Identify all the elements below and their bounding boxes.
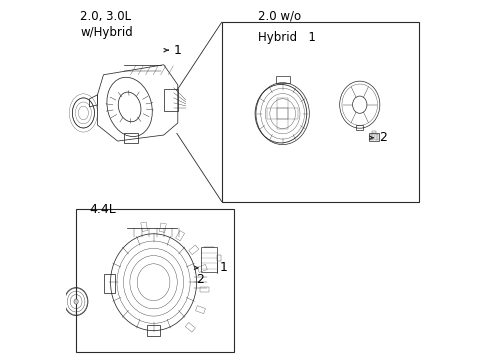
Bar (221, 22, 419, 202)
Text: 2: 2 (379, 131, 387, 144)
Bar (196, 306, 205, 314)
Text: 1: 1 (220, 261, 228, 274)
Bar (185, 323, 196, 332)
Bar (217, 255, 221, 261)
Bar (372, 131, 376, 134)
Bar (175, 231, 185, 241)
Bar (104, 274, 115, 293)
Text: 4.4L: 4.4L (89, 203, 116, 216)
Bar (159, 223, 166, 232)
Text: 1: 1 (173, 44, 181, 57)
Bar (201, 247, 217, 272)
Text: 2: 2 (196, 273, 204, 286)
Bar (277, 119, 288, 129)
Bar (189, 245, 199, 255)
Bar (276, 76, 290, 83)
Ellipse shape (74, 299, 78, 304)
Bar (369, 134, 379, 140)
Bar (370, 134, 371, 140)
Bar (356, 125, 363, 130)
Text: 2.0, 3.0L
w/Hybrid: 2.0, 3.0L w/Hybrid (80, 10, 133, 39)
Bar (141, 222, 147, 231)
Bar (147, 325, 160, 336)
Bar (277, 98, 288, 108)
Bar (197, 265, 207, 273)
Text: 2.0 w/o: 2.0 w/o (258, 10, 301, 23)
Bar (200, 287, 209, 292)
Bar (288, 108, 298, 119)
Text: Hybrid   1: Hybrid 1 (258, 31, 316, 44)
Bar (267, 108, 277, 119)
Bar (372, 134, 374, 140)
Bar (123, 133, 138, 143)
Bar (375, 134, 377, 140)
Bar (377, 134, 379, 140)
Bar (164, 89, 178, 111)
Bar (76, 209, 234, 352)
Bar (277, 108, 288, 119)
